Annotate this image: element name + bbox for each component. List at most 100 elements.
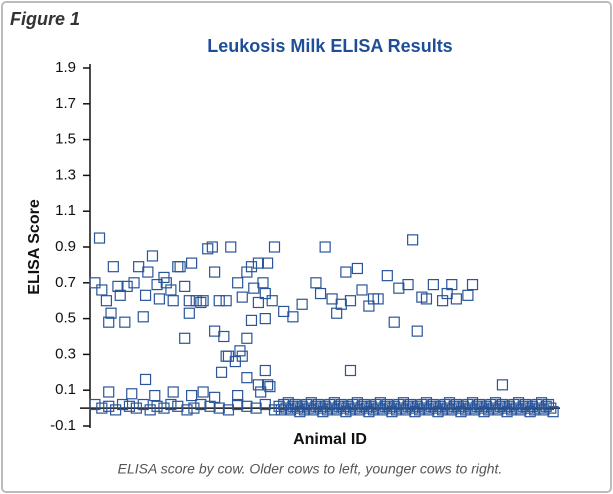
point xyxy=(93,232,106,244)
point xyxy=(245,261,258,273)
point xyxy=(388,316,400,328)
point xyxy=(130,402,142,414)
point xyxy=(209,266,221,278)
point xyxy=(241,400,253,412)
y-tick-label: 1.3 xyxy=(55,166,76,183)
point xyxy=(266,295,278,307)
y-tick-label: 1.5 xyxy=(55,131,76,148)
point xyxy=(250,402,262,414)
point xyxy=(183,295,195,307)
point xyxy=(462,289,474,301)
point xyxy=(372,293,384,305)
point xyxy=(195,296,207,309)
point xyxy=(314,287,327,300)
point xyxy=(149,389,161,402)
point xyxy=(116,398,129,411)
point xyxy=(167,295,179,307)
point xyxy=(259,364,271,377)
point xyxy=(206,241,218,253)
point xyxy=(126,388,138,400)
point xyxy=(344,295,357,307)
point xyxy=(268,241,281,253)
point xyxy=(466,278,479,291)
y-tick-label: -0.1 xyxy=(50,417,76,434)
point xyxy=(179,332,191,344)
point xyxy=(241,332,253,344)
y-tick-label: 0.5 xyxy=(55,310,76,327)
point xyxy=(142,266,154,278)
y-tick-label: 0.1 xyxy=(55,381,76,398)
point xyxy=(103,316,115,328)
point xyxy=(183,307,195,319)
y-tick-label: 1.9 xyxy=(55,59,76,76)
point xyxy=(220,295,232,307)
point xyxy=(137,311,149,323)
point xyxy=(344,364,357,377)
point xyxy=(225,241,237,253)
point xyxy=(139,289,152,301)
point xyxy=(151,278,163,291)
point xyxy=(411,325,423,337)
chart-title: Leukosis Milk ELISA Results xyxy=(207,36,452,56)
point xyxy=(89,277,101,289)
point xyxy=(257,277,269,289)
point xyxy=(496,379,509,391)
point xyxy=(114,289,126,301)
point xyxy=(215,366,228,378)
point xyxy=(450,293,462,305)
point xyxy=(195,398,207,411)
point xyxy=(167,386,179,398)
point xyxy=(186,257,198,269)
point xyxy=(310,277,322,289)
point xyxy=(153,293,165,305)
point xyxy=(259,313,271,325)
point xyxy=(420,293,433,305)
point xyxy=(103,400,115,412)
point xyxy=(146,250,159,262)
point xyxy=(174,261,186,273)
y-tick-label: 0.9 xyxy=(55,238,76,255)
point xyxy=(402,278,414,291)
point xyxy=(545,402,557,414)
point xyxy=(165,398,177,411)
point xyxy=(335,298,347,310)
point xyxy=(287,311,299,323)
point xyxy=(296,298,308,310)
point xyxy=(96,284,108,296)
point xyxy=(356,284,368,296)
figure-label: Figure 1 xyxy=(10,9,80,29)
point xyxy=(232,389,244,402)
y-tick-label: 1.1 xyxy=(55,202,76,219)
point xyxy=(255,386,267,398)
point xyxy=(123,400,136,412)
point xyxy=(252,379,264,391)
point xyxy=(103,386,115,398)
point xyxy=(121,280,133,292)
point xyxy=(197,386,209,398)
point xyxy=(427,278,439,291)
point xyxy=(128,277,140,289)
y-tick-label: 0.7 xyxy=(55,274,76,291)
point xyxy=(100,295,113,307)
point xyxy=(252,296,264,309)
point xyxy=(259,287,271,300)
y-tick-label: 0.3 xyxy=(55,345,76,362)
point xyxy=(96,402,108,414)
point xyxy=(340,266,352,278)
point xyxy=(218,330,230,343)
point xyxy=(213,295,225,307)
point xyxy=(186,389,198,402)
point xyxy=(105,307,117,319)
point xyxy=(407,234,419,246)
x-axis-label: Animal ID xyxy=(293,431,367,448)
point xyxy=(119,316,131,328)
point xyxy=(107,261,119,273)
point xyxy=(319,241,331,253)
point xyxy=(232,277,244,289)
point xyxy=(261,257,274,269)
point xyxy=(158,402,170,414)
point xyxy=(139,373,152,386)
caption: ELISA score by cow. Older cows to left, … xyxy=(118,461,503,477)
